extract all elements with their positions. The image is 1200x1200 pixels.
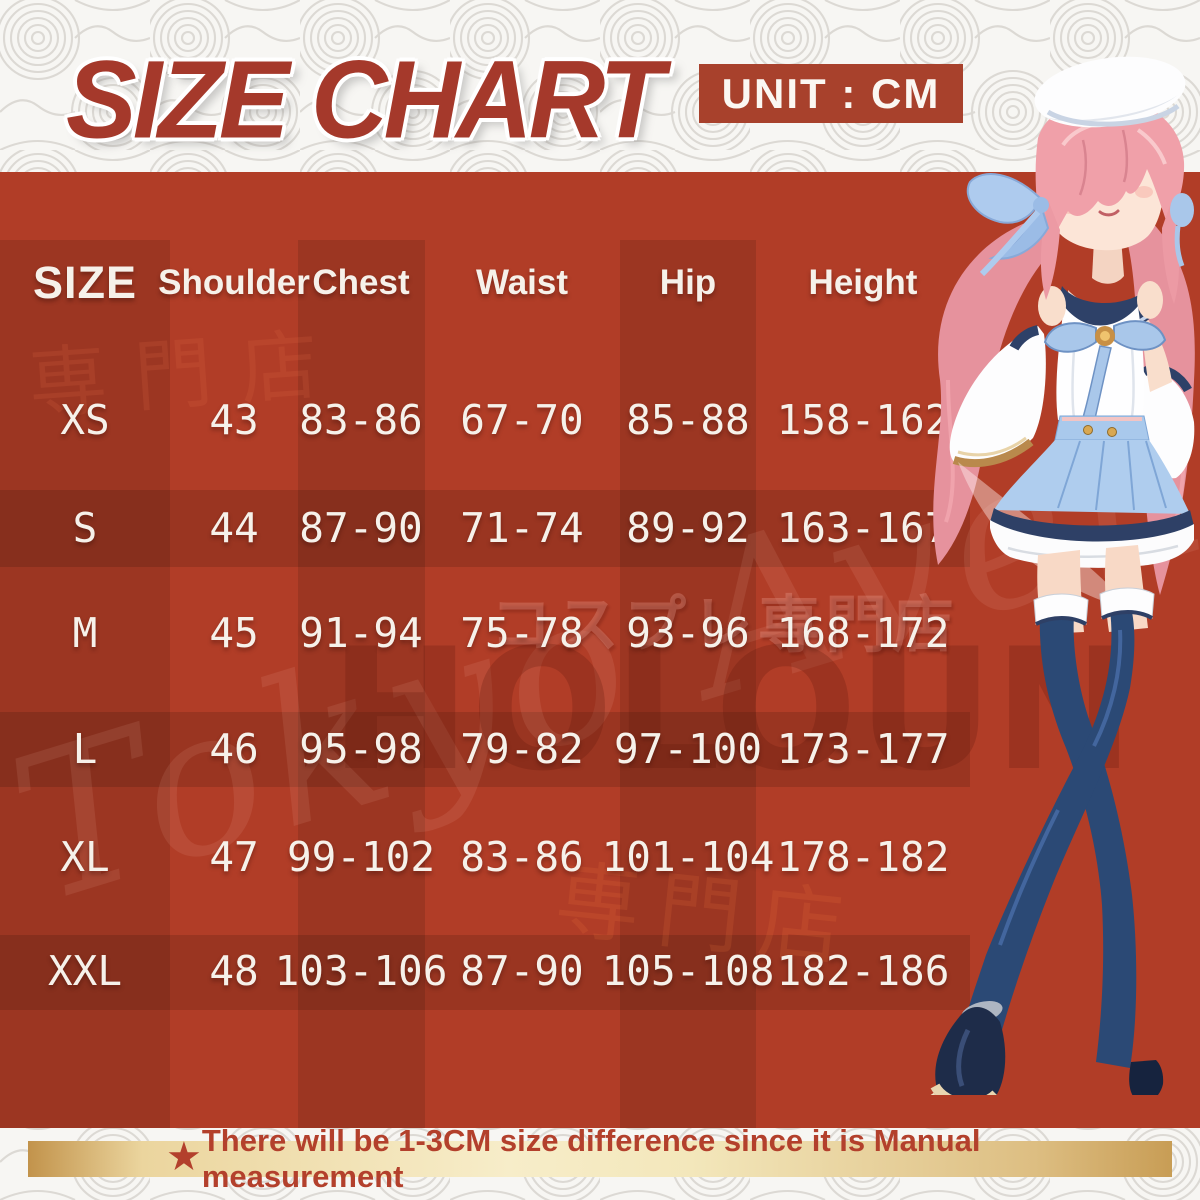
character-beret — [1034, 56, 1186, 128]
column-shade-size — [0, 240, 170, 1128]
table-cell: 101-104 — [601, 833, 775, 881]
table-cell: 79-82 — [460, 725, 584, 773]
table-cell: 87-90 — [460, 947, 584, 995]
table-cell: 173-177 — [776, 725, 950, 773]
table-cell: 163-167 — [776, 504, 950, 552]
table-cell: 91-94 — [299, 609, 423, 657]
unit-label: UNIT : CM — [721, 69, 941, 117]
table-cell: 89-92 — [626, 504, 750, 552]
table-cell: 168-172 — [776, 609, 950, 657]
character-stockings — [966, 587, 1164, 1095]
measurement-note-banner: ★ There will be 1-3CM size difference si… — [28, 1123, 1172, 1194]
row-shade-l — [0, 712, 970, 787]
column-shade-chest — [298, 240, 425, 1128]
table-cell: 87-90 — [299, 504, 423, 552]
table-cell: 97-100 — [613, 725, 763, 773]
table-cell: 83-86 — [460, 833, 584, 881]
table-cell: 43 — [209, 396, 259, 444]
size-label: S — [72, 504, 98, 552]
size-label: XXL — [47, 947, 123, 995]
column-header-size: SIZE — [32, 257, 138, 308]
column-header-hip: Hip — [659, 263, 717, 302]
size-label: XL — [60, 833, 110, 881]
size-label: L — [72, 725, 98, 773]
character-shoe — [930, 1001, 1006, 1095]
table-cell: 45 — [209, 609, 259, 657]
star-icon: ★ — [166, 1135, 202, 1179]
page-title: SIZE CHART — [66, 38, 664, 162]
table-cell: 85-88 — [626, 396, 750, 444]
column-header-height: Height — [808, 263, 918, 302]
character-hair-ribbon-left — [966, 173, 1050, 277]
table-cell: 71-74 — [460, 504, 584, 552]
column-header-waist: Waist — [475, 263, 569, 302]
size-label: XS — [60, 396, 110, 444]
table-cell: 105-108 — [601, 947, 775, 995]
size-label: M — [72, 609, 98, 657]
table-cell: 158-162 — [776, 396, 950, 444]
measurement-note: There will be 1-3CM size difference sinc… — [201, 1123, 981, 1194]
table-cell: 67-70 — [460, 396, 584, 444]
column-shade-hip — [620, 240, 756, 1128]
table-cell: 83-86 — [299, 396, 423, 444]
table-cell: 103-106 — [274, 947, 448, 995]
column-header-shoulder: Shoulder — [158, 263, 310, 302]
table-cell: 48 — [209, 947, 259, 995]
character-illustration — [930, 56, 1195, 1095]
table-cell: 99-102 — [286, 833, 436, 881]
row-shade-s — [0, 490, 970, 567]
table-cell: 178-182 — [776, 833, 950, 881]
column-header-chest: Chest — [312, 263, 410, 302]
unit-label-box: UNIT : CM — [699, 64, 963, 123]
table-cell: 93-96 — [626, 609, 750, 657]
table-cell: 46 — [209, 725, 259, 773]
table-cell: 182-186 — [776, 947, 950, 995]
table-cell: 47 — [209, 833, 259, 881]
table-cell: 75-78 — [460, 609, 584, 657]
table-cell: 95-98 — [299, 725, 423, 773]
row-shade-xxl — [0, 935, 970, 1010]
character-hair-tie-right — [1170, 193, 1194, 267]
table-cell: 44 — [209, 504, 259, 552]
